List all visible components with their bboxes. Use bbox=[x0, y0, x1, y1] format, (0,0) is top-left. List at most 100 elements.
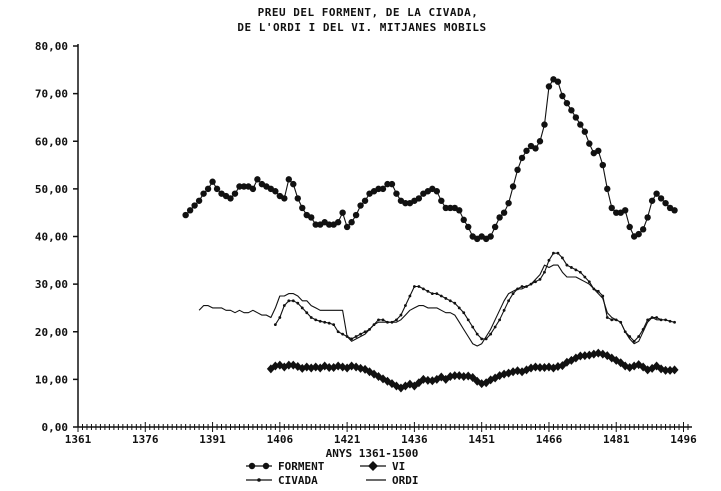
y-tick-label: 30,00 bbox=[35, 278, 68, 291]
data-point-civada bbox=[430, 292, 434, 296]
data-point-forment bbox=[236, 183, 243, 190]
data-point-forment bbox=[388, 180, 396, 188]
data-point-civada bbox=[462, 311, 466, 315]
data-point-civada bbox=[457, 306, 461, 310]
data-point-forment bbox=[568, 107, 575, 114]
data-point-forment bbox=[442, 204, 449, 212]
data-point-forment bbox=[357, 202, 364, 209]
data-point-civada bbox=[417, 285, 421, 288]
data-point-forment bbox=[339, 209, 346, 216]
data-point-civada bbox=[399, 313, 403, 317]
data-point-forment bbox=[581, 128, 589, 135]
data-point-civada bbox=[673, 320, 676, 324]
legend-label-vi: VI bbox=[392, 460, 405, 473]
x-tick-label: 1451 bbox=[468, 433, 495, 446]
data-point-forment bbox=[572, 114, 580, 121]
data-point-civada bbox=[359, 332, 362, 336]
data-point-forment bbox=[254, 176, 261, 183]
data-point-civada bbox=[377, 318, 380, 322]
data-point-forment bbox=[554, 78, 562, 85]
data-point-forment bbox=[285, 176, 293, 183]
data-point-forment bbox=[657, 195, 665, 202]
chart-title-line-1: PREU DEL FORMENT, DE LA CIVADA, bbox=[258, 6, 479, 19]
data-point-forment bbox=[281, 195, 288, 202]
data-point-forment bbox=[523, 147, 530, 154]
x-tick-label: 1481 bbox=[603, 433, 630, 446]
data-point-forment bbox=[361, 197, 369, 204]
data-point-vi bbox=[540, 362, 549, 372]
data-point-civada bbox=[305, 311, 309, 315]
data-point-forment bbox=[294, 195, 301, 202]
legend-label-ordi: ORDI bbox=[392, 474, 419, 487]
x-axis-ticks: 1361 1376 1391 1406 1421 1436 1451 1466 1481 1496 bbox=[65, 422, 697, 446]
data-point-forment bbox=[613, 209, 620, 216]
series-layer bbox=[182, 76, 679, 393]
data-point-forment bbox=[500, 209, 508, 216]
y-tick-label: 10,00 bbox=[35, 373, 68, 386]
data-point-civada bbox=[448, 299, 452, 303]
data-point-civada bbox=[632, 339, 636, 343]
data-point-forment bbox=[635, 230, 642, 238]
data-point-vi bbox=[504, 368, 513, 378]
data-point-civada bbox=[404, 304, 407, 307]
data-point-vi bbox=[535, 362, 544, 372]
data-point-civada bbox=[534, 280, 537, 284]
data-point-civada bbox=[435, 292, 439, 296]
data-point-forment bbox=[308, 214, 315, 221]
data-point-civada bbox=[507, 299, 510, 303]
data-point-vi bbox=[284, 360, 293, 370]
data-point-forment bbox=[577, 121, 584, 128]
data-point-forment bbox=[653, 190, 660, 197]
data-point-civada bbox=[552, 251, 555, 255]
data-point-civada bbox=[314, 318, 318, 322]
data-point-vi bbox=[661, 365, 670, 375]
y-tick-label: 80,00 bbox=[35, 40, 68, 53]
data-point-civada bbox=[291, 299, 295, 303]
data-point-forment bbox=[518, 154, 526, 162]
legend-label-civada: CIVADA bbox=[278, 474, 318, 487]
data-point-forment bbox=[195, 197, 203, 204]
data-point-civada bbox=[336, 330, 340, 334]
data-point-forment bbox=[626, 223, 633, 231]
data-point-forment bbox=[447, 204, 454, 212]
data-point-civada bbox=[520, 285, 524, 288]
data-point-forment bbox=[505, 199, 512, 207]
y-tick-label: 50,00 bbox=[35, 183, 68, 196]
data-point-civada bbox=[587, 280, 591, 284]
data-point-forment bbox=[509, 183, 517, 190]
series-vi bbox=[266, 348, 679, 393]
data-point-forment bbox=[460, 216, 467, 224]
series-line-civada bbox=[274, 252, 675, 342]
data-point-civada bbox=[453, 301, 457, 305]
series-ordi bbox=[198, 264, 662, 347]
data-point-civada bbox=[341, 332, 345, 336]
data-point-vi bbox=[580, 351, 589, 361]
data-point-forment bbox=[209, 178, 216, 185]
x-tick-label: 1436 bbox=[401, 433, 428, 446]
legend-item-forment: FORMENT bbox=[246, 460, 325, 473]
data-point-civada bbox=[610, 318, 614, 322]
data-point-forment bbox=[648, 197, 656, 204]
data-point-civada bbox=[578, 270, 582, 274]
data-point-civada bbox=[300, 306, 304, 310]
data-point-forment bbox=[213, 185, 221, 193]
data-point-forment bbox=[352, 211, 360, 219]
data-point-civada bbox=[408, 294, 412, 298]
y-tick-label: 0,00 bbox=[42, 421, 69, 434]
data-point-forment bbox=[334, 219, 342, 226]
data-point-forment bbox=[563, 99, 571, 107]
series-line-forment bbox=[185, 78, 675, 240]
data-point-forment bbox=[496, 214, 503, 221]
data-point-forment bbox=[541, 121, 548, 128]
data-point-forment bbox=[545, 83, 553, 90]
data-point-forment bbox=[415, 195, 423, 202]
data-point-forment bbox=[671, 207, 678, 214]
data-point-civada bbox=[561, 256, 564, 260]
data-point-forment bbox=[343, 223, 351, 231]
series-forment bbox=[182, 76, 678, 243]
legend-item-vi: VI bbox=[360, 460, 405, 473]
data-point-civada bbox=[498, 318, 502, 322]
y-axis-ticks: 0,00 10,00 20,00 30,00 40,00 50,00 60,00 70,00 8… bbox=[35, 40, 78, 434]
x-tick-label: 1421 bbox=[334, 433, 361, 446]
